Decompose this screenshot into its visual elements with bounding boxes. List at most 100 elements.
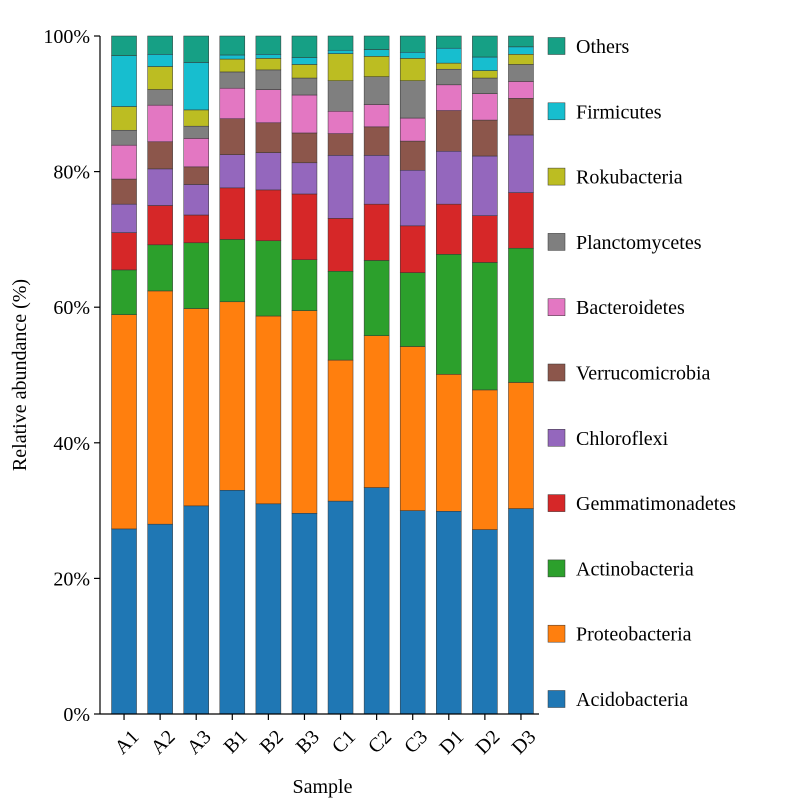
bar-segment-c2-firmicutes — [363, 49, 390, 57]
bar-segment-a2-bacteroidetes — [147, 104, 173, 143]
bar-segment-a2-planctomycetes — [147, 89, 173, 106]
bar-segment-d2-others — [472, 35, 498, 58]
bar-segment-d1-gemmatimonadetes — [436, 203, 462, 255]
bar-segment-a1-chloroflexi — [111, 203, 137, 233]
bar-stack-c1 — [327, 35, 354, 715]
bar-segment-c1-others — [327, 35, 354, 51]
legend-swatch — [547, 494, 566, 512]
bar-segment-a3-proteobacteria — [183, 308, 209, 507]
bar-segment-a1-planctomycetes — [111, 129, 137, 146]
bar-segment-c3-rokubacteria — [399, 58, 426, 81]
bar-segment-c2-rokubacteria — [363, 56, 390, 77]
legend-item-others: Others — [547, 36, 630, 58]
legend-item-planctomycetes: Planctomycetes — [547, 232, 702, 254]
bar-segment-b3-acidobacteria — [291, 513, 318, 715]
bar-stack-d1 — [436, 35, 462, 715]
bar-segment-a3-chloroflexi — [183, 184, 209, 216]
x-tick-label-c3: C3 — [400, 726, 432, 758]
bar-segment-b1-rokubacteria — [219, 58, 246, 73]
bar-segment-a3-acidobacteria — [183, 505, 209, 715]
bar-segment-d1-actinobacteria — [436, 254, 462, 375]
bar-stack-a2 — [147, 35, 173, 715]
bar-stack-b3 — [291, 35, 318, 715]
bar-segment-b1-verrucomicrobia — [219, 118, 246, 155]
legend-swatch — [547, 690, 566, 708]
bar-segment-a1-gemmatimonadetes — [111, 232, 137, 271]
bar-stack-b2 — [255, 35, 282, 715]
y-tick-label: 0% — [63, 704, 90, 726]
legend-swatch — [547, 167, 566, 186]
legend-label: Verrucomicrobia — [576, 363, 711, 385]
bar-segment-b2-gemmatimonadetes — [255, 189, 282, 242]
bar-segment-c2-verrucomicrobia — [363, 126, 390, 156]
legend-item-gemmatimonadetes: Gemmatimonadetes — [547, 493, 736, 515]
bar-segment-d2-gemmatimonadetes — [472, 215, 498, 263]
bar-segment-c1-chloroflexi — [327, 155, 354, 219]
bar-segment-b1-actinobacteria — [219, 239, 246, 303]
bar-stack-d3 — [508, 35, 534, 715]
bar-segment-a2-firmicutes — [147, 54, 173, 67]
legend-label: Chloroflexi — [576, 428, 669, 450]
bar-segment-d1-planctomycetes — [436, 68, 462, 86]
legend-label: Gemmatimonadetes — [576, 493, 736, 515]
x-tick-label-d3: D3 — [508, 726, 541, 759]
bar-segment-d3-others — [508, 35, 534, 48]
bar-segment-b2-actinobacteria — [255, 240, 282, 317]
legend-label: Proteobacteria — [576, 624, 692, 646]
legend-swatch — [547, 363, 566, 382]
bar-segment-c1-proteobacteria — [327, 359, 354, 502]
legend-label: Firmicutes — [576, 101, 662, 123]
bar-segment-a2-gemmatimonadetes — [147, 205, 173, 246]
bar-segment-c3-verrucomicrobia — [399, 140, 426, 171]
legend-item-actinobacteria: Actinobacteria — [547, 558, 694, 580]
bar-segment-a3-actinobacteria — [183, 242, 209, 309]
bar-segment-d2-acidobacteria — [472, 529, 498, 715]
bar-segment-d1-firmicutes — [436, 47, 462, 64]
y-tick-label: 80% — [53, 162, 90, 184]
bars-layer — [111, 35, 534, 715]
bar-segment-d3-actinobacteria — [508, 247, 534, 383]
bar-segment-d3-gemmatimonadetes — [508, 192, 534, 249]
y-tick-label: 60% — [53, 297, 90, 319]
bar-segment-d3-verrucomicrobia — [508, 98, 534, 136]
bar-segment-a3-others — [183, 35, 209, 63]
legend-item-proteobacteria: Proteobacteria — [547, 624, 692, 646]
bar-segment-b3-gemmatimonadetes — [291, 193, 318, 260]
bar-segment-c3-gemmatimonadetes — [399, 225, 426, 273]
legend-item-verrucomicrobia: Verrucomicrobia — [547, 363, 711, 385]
bar-segment-d2-rokubacteria — [472, 70, 498, 79]
legend-swatch — [547, 429, 566, 447]
bar-segment-a2-others — [147, 35, 173, 55]
bar-segment-d2-verrucomicrobia — [472, 119, 498, 157]
bar-segment-b3-rokubacteria — [291, 64, 318, 79]
bar-segment-c3-chloroflexi — [399, 169, 426, 227]
legend-label: Bacteroidetes — [576, 297, 685, 319]
bar-segment-b1-proteobacteria — [219, 301, 246, 491]
bar-segment-b2-chloroflexi — [255, 152, 282, 191]
bar-segment-c3-firmicutes — [399, 52, 426, 59]
bar-segment-b2-rokubacteria — [255, 58, 282, 71]
legend-swatch — [547, 298, 566, 316]
legend-label: Actinobacteria — [576, 558, 694, 580]
bar-segment-c1-verrucomicrobia — [327, 133, 354, 156]
bar-segment-a2-rokubacteria — [147, 66, 173, 90]
legend-item-chloroflexi: Chloroflexi — [547, 428, 669, 450]
bar-segment-b2-planctomycetes — [255, 69, 282, 90]
bar-segment-d1-acidobacteria — [436, 511, 462, 715]
bar-segment-a1-firmicutes — [111, 55, 137, 107]
y-tick-label: 40% — [53, 433, 90, 455]
bar-segment-b1-gemmatimonadetes — [219, 187, 246, 240]
x-tick-label-a3: A3 — [183, 726, 216, 759]
bar-segment-d2-bacteroidetes — [472, 93, 498, 121]
bar-segment-a2-chloroflexi — [147, 168, 173, 206]
bar-segment-c3-bacteroidetes — [399, 117, 426, 142]
bar-segment-b3-firmicutes — [291, 57, 318, 65]
y-tick-label: 20% — [53, 568, 90, 590]
bar-segment-c1-actinobacteria — [327, 271, 354, 361]
bar-segment-b2-others — [255, 35, 282, 55]
bar-segment-c3-planctomycetes — [399, 80, 426, 119]
legend-label: Acidobacteria — [576, 689, 688, 711]
bar-segment-b2-acidobacteria — [255, 503, 282, 715]
